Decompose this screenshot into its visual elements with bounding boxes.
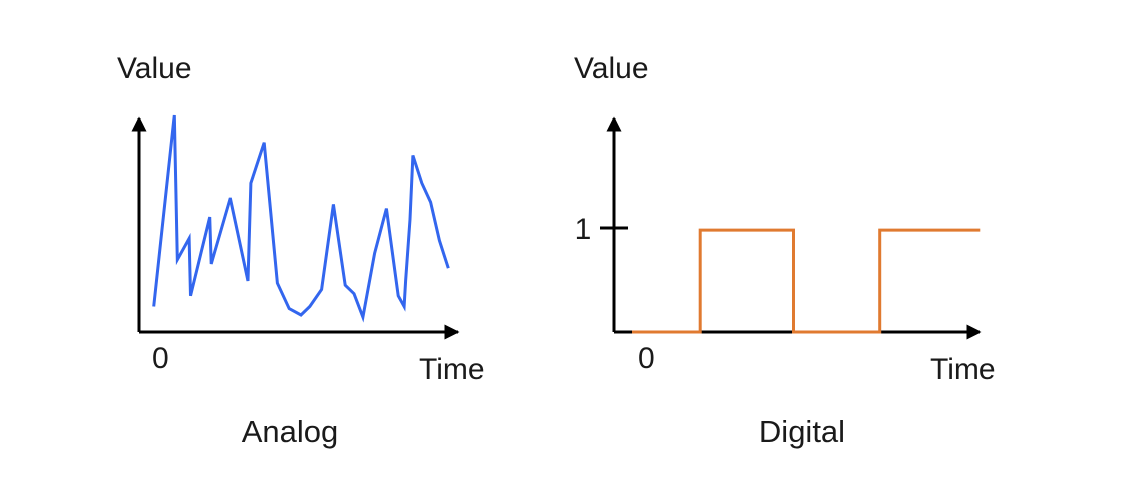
- analog-caption: Analog: [242, 414, 339, 449]
- analog-x-axis-label: Time: [419, 353, 485, 386]
- digital-x-axis-label: Time: [930, 353, 996, 386]
- digital-y-tick-label-1: 1: [575, 213, 592, 246]
- analog-signal-line: [152, 114, 450, 323]
- digital-signal-line: [632, 228, 981, 334]
- digital-origin-label: 0: [638, 342, 655, 375]
- analog-y-axis-label: Value: [117, 52, 192, 85]
- analog-origin-label: 0: [152, 342, 169, 375]
- digital-panel: Value 1 0 Time Digital: [574, 52, 996, 449]
- digital-caption: Digital: [759, 414, 845, 449]
- analog-panel: Value 0 Time Analog: [117, 52, 485, 449]
- digital-y-axis-label: Value: [574, 52, 649, 85]
